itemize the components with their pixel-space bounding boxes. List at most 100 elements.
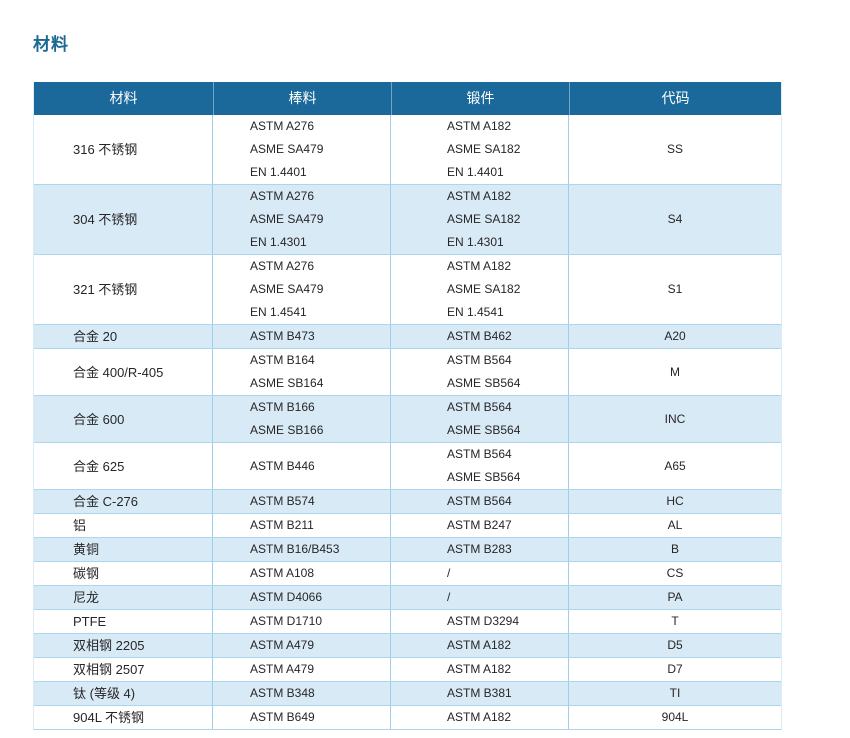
code-cell: PA xyxy=(569,586,781,609)
material-label: 双相钢 2205 xyxy=(73,638,145,653)
bar-spec-cell: ASTM A108 xyxy=(213,562,391,585)
forging-spec-line: EN 1.4401 xyxy=(447,165,504,179)
table-header-row: 材料 棒料 锻件 代码 xyxy=(34,82,781,115)
bar-spec-line: ASTM B164 xyxy=(250,353,315,367)
material-cell: PTFE xyxy=(34,610,213,633)
bar-spec-cell: ASTM B348 xyxy=(213,682,391,705)
material-cell: 合金 C-276 xyxy=(34,490,213,513)
bar-spec-line: ASME SA479 xyxy=(250,142,324,156)
material-cell: 304 不锈钢 xyxy=(34,185,213,254)
forging-spec-line: ASTM D3294 xyxy=(447,614,520,628)
column-header-forging: 锻件 xyxy=(391,82,569,115)
material-cell: 321 不锈钢 xyxy=(34,255,213,324)
forging-spec-line: ASTM B564 xyxy=(447,353,512,367)
material-cell: 合金 400/R-405 xyxy=(34,349,213,395)
forging-spec-line: ASME SB564 xyxy=(447,376,521,390)
bar-spec-line: ASTM B211 xyxy=(250,518,314,532)
bar-spec-line: ASTM B473 xyxy=(250,329,315,343)
bar-spec-cell: ASTM D1710 xyxy=(213,610,391,633)
table-row: 碳钢 ASTM A108 / CS xyxy=(34,561,781,585)
forging-spec-cell: ASTM B462 xyxy=(391,325,569,348)
bar-spec-cell: ASTM A276 ASME SA479 EN 1.4301 xyxy=(213,185,391,254)
forging-spec-line: ASTM A182 xyxy=(447,710,512,724)
code-label: S4 xyxy=(667,212,683,226)
bar-spec-line: ASTM B574 xyxy=(250,494,315,508)
forging-spec-line: ASME SA182 xyxy=(447,142,521,156)
bar-spec-line: ASTM A276 xyxy=(250,259,315,273)
forging-spec-cell: ASTM D3294 xyxy=(391,610,569,633)
code-cell: INC xyxy=(569,396,781,442)
bar-spec-line: ASTM B649 xyxy=(250,710,315,724)
code-cell: B xyxy=(569,538,781,561)
forging-spec-line: ASTM A182 xyxy=(447,189,512,203)
bar-spec-line: EN 1.4541 xyxy=(250,305,307,319)
bar-spec-line: ASTM D1710 xyxy=(250,614,323,628)
bar-spec-line: ASTM A479 xyxy=(250,638,315,652)
code-label: HC xyxy=(666,494,684,508)
bar-spec-line: ASTM A479 xyxy=(250,662,315,676)
material-label: 黄铜 xyxy=(73,542,100,557)
bar-spec-cell: ASTM B166 ASME SB166 xyxy=(213,396,391,442)
material-cell: 双相钢 2205 xyxy=(34,634,213,657)
table-row: 304 不锈钢 ASTM A276 ASME SA479 EN 1.4301 ASTM … xyxy=(34,184,781,254)
code-cell: A65 xyxy=(569,443,781,489)
bar-spec-cell: ASTM A479 xyxy=(213,658,391,681)
table-row: 合金 600 ASTM B166 ASME SB166 ASTM B564 ASME S… xyxy=(34,395,781,442)
code-label: INC xyxy=(664,411,686,426)
forging-spec-line: ASTM A182 xyxy=(447,662,512,676)
bar-spec-cell: ASTM B164 ASME SB164 xyxy=(213,349,391,395)
bar-spec-line: ASTM B348 xyxy=(250,686,315,700)
bar-spec-line: ASTM A276 xyxy=(250,119,315,133)
column-header-code: 代码 xyxy=(569,82,781,115)
material-label: 钛 (等级 4) xyxy=(73,686,136,701)
code-label: M xyxy=(670,364,680,379)
table-row: 双相钢 2507 ASTM A479 ASTM A182 D7 xyxy=(34,657,781,681)
forging-spec-cell: ASTM A182 ASME SA182 EN 1.4401 xyxy=(391,115,569,184)
page-title: 材料 xyxy=(33,35,69,54)
forging-spec-line: ASTM A182 xyxy=(447,638,512,652)
forging-spec-cell: / xyxy=(391,586,569,609)
bar-spec-line: EN 1.4401 xyxy=(250,165,307,179)
code-label: B xyxy=(670,542,679,556)
code-cell: HC xyxy=(569,490,781,513)
bar-spec-line: ASTM B16/B453 xyxy=(250,542,340,556)
forging-spec-line: ASME SA182 xyxy=(447,212,521,226)
material-label: 合金 C-276 xyxy=(73,494,139,509)
forging-spec-line: ASTM B283 xyxy=(447,542,512,556)
bar-spec-line: ASTM B166 xyxy=(250,400,315,414)
table-row: 321 不锈钢 ASTM A276 ASME SA479 EN 1.4541 ASTM … xyxy=(34,254,781,324)
column-header-material: 材料 xyxy=(109,90,138,106)
material-cell: 合金 20 xyxy=(34,325,213,348)
material-label: 碳钢 xyxy=(73,566,100,581)
code-label: A20 xyxy=(664,329,686,343)
code-label: A65 xyxy=(664,458,686,473)
bar-spec-line: ASTM A108 xyxy=(250,566,315,580)
forging-spec-cell: ASTM B564 ASME SB564 xyxy=(391,443,569,489)
forging-spec-cell: ASTM B247 xyxy=(391,514,569,537)
material-label: 铝 xyxy=(73,518,87,533)
bar-spec-line: ASME SA479 xyxy=(250,282,324,296)
bar-spec-line: EN 1.4301 xyxy=(250,235,307,249)
material-label: PTFE xyxy=(73,614,107,629)
forging-spec-cell: ASTM A182 xyxy=(391,634,569,657)
bar-spec-cell: ASTM A276 ASME SA479 EN 1.4541 xyxy=(213,255,391,324)
code-cell: TI xyxy=(569,682,781,705)
bar-spec-line: ASME SB166 xyxy=(250,423,324,437)
bar-spec-cell: ASTM A479 xyxy=(213,634,391,657)
table-row: 316 不锈钢 ASTM A276 ASME SA479 EN 1.4401 ASTM … xyxy=(34,115,781,184)
code-label: T xyxy=(671,614,679,628)
forging-spec-cell: ASTM B564 ASME SB564 xyxy=(391,349,569,395)
code-label: D5 xyxy=(667,638,683,652)
code-label: 904L xyxy=(661,710,689,724)
material-label: 304 不锈钢 xyxy=(73,212,138,227)
material-cell: 黄铜 xyxy=(34,538,213,561)
table-row: 合金 C-276 ASTM B574 ASTM B564 HC xyxy=(34,489,781,513)
forging-spec-cell: ASTM B564 xyxy=(391,490,569,513)
code-cell: S4 xyxy=(569,185,781,254)
material-label: 316 不锈钢 xyxy=(73,142,138,157)
forging-spec-cell: / xyxy=(391,562,569,585)
forging-spec-line: ASTM B462 xyxy=(447,329,512,343)
table-row: 合金 625 ASTM B446 ASTM B564 ASME SB564 A65 xyxy=(34,442,781,489)
materials-table: 材料 棒料 锻件 代码 316 不锈钢 ASTM A276 ASME SA479 EN… xyxy=(33,82,782,730)
forging-spec-cell: ASTM A182 xyxy=(391,658,569,681)
